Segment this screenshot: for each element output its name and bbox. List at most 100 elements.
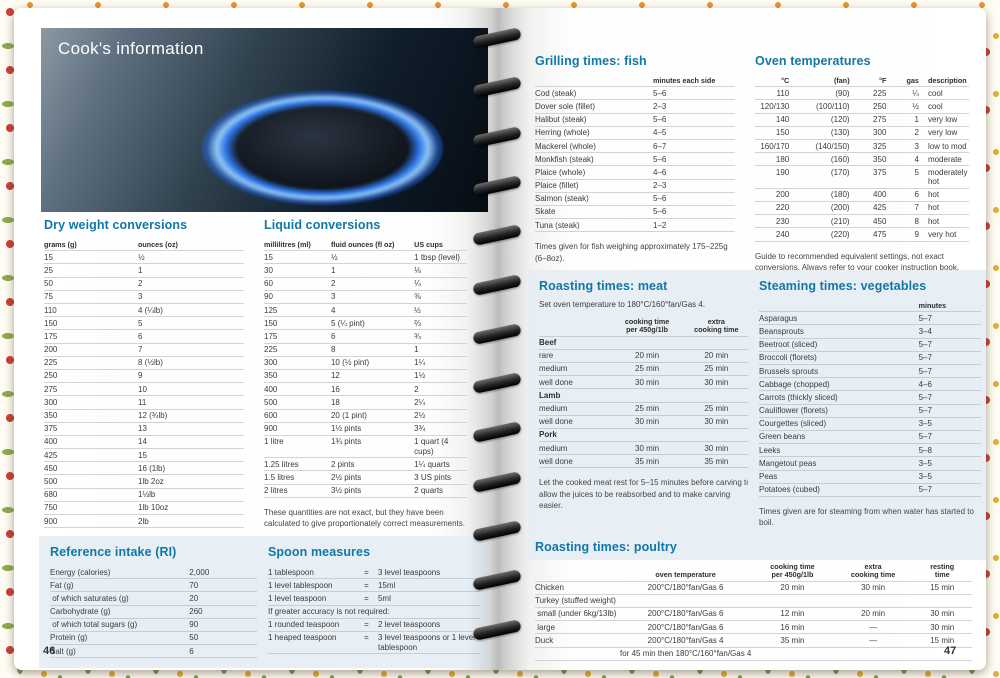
table-row: Cabbage (chopped) 4–6 — [759, 377, 981, 392]
column-header: cooking time per 450g/1lb — [613, 316, 683, 337]
table-row: 275 10 — [44, 382, 244, 397]
table-cell: Asparagus — [759, 311, 919, 326]
table-cell: Dover sole (fillet) — [535, 99, 653, 114]
table-cell: 450 — [44, 461, 138, 476]
table-row: Plaice (fillet) 2–3 — [535, 179, 735, 193]
table-row: 350 12 (¾lb) — [44, 409, 244, 423]
table-cell: = — [356, 631, 378, 655]
table-cell: 90 — [264, 290, 331, 305]
spiral-coil-icon — [472, 470, 522, 493]
column-header: minutes each side — [653, 75, 735, 88]
table-cell: ½ — [138, 250, 244, 265]
grilling-fish-section: Grilling times: fish minutes each side Co… — [535, 54, 735, 264]
table-cell: (130) — [798, 126, 859, 141]
table-row: Mangetout peas 3–5 — [759, 456, 981, 471]
table-cell: ⅔ — [414, 316, 467, 331]
table-cell: ½ — [414, 303, 467, 318]
table-cell: 6 — [330, 329, 415, 344]
table-cell: 1.25 litres — [264, 457, 331, 472]
table-cell: 70 — [189, 578, 258, 593]
table-cell: well done — [539, 454, 614, 469]
table-cell: 30 min — [914, 620, 972, 635]
table-cell: 225 — [264, 343, 331, 357]
table-cell: 35 min — [753, 633, 834, 648]
table-cell: Beansprouts — [759, 324, 919, 339]
reference-intake-section: Reference intake (RI) Energy (calories) 2… — [39, 536, 269, 668]
table-row: 250 9 — [44, 369, 244, 384]
table-cell: 50 — [189, 631, 258, 646]
roasting-meat-title: Roasting times: meat — [539, 279, 668, 293]
table-row: 140 (120) 275 1 very low — [755, 113, 969, 127]
table-cell: 350 — [264, 369, 331, 384]
table-cell: 4–5 — [653, 126, 735, 141]
spiral-coil-icon — [472, 224, 522, 247]
table-cell: 220 — [755, 201, 799, 216]
table-cell — [833, 647, 915, 661]
table-cell: Carrots (thickly sliced) — [759, 390, 919, 405]
table-cell: 14 — [138, 435, 244, 450]
table-cell: Cauliflower (florets) — [759, 404, 919, 418]
table-cell: 5–7 — [918, 351, 981, 366]
page-number-left: 46 — [43, 645, 56, 657]
table-row: 900 1½ pints 3¾ — [264, 422, 467, 436]
liquid-table: millilitres (ml) fluid ounces (fl oz) US c… — [264, 239, 467, 498]
column-header — [535, 75, 653, 88]
table-row: 680 1½lb — [44, 488, 244, 502]
column-header: oven temperature — [620, 561, 754, 582]
table-cell: 3–4 — [918, 324, 981, 339]
table-cell: 110 — [44, 303, 138, 318]
table-row: Peas 3–5 — [759, 470, 981, 484]
column-header: cooking time per 450g/1lb — [753, 561, 834, 582]
column-header: °C — [755, 75, 799, 88]
table-row: Protein (g) 50 — [50, 631, 258, 646]
table-row: Green beans 5–7 — [759, 430, 981, 445]
table-cell: 500 — [44, 474, 138, 489]
table-row: Leeks 5–8 — [759, 443, 981, 458]
table-cell: — — [833, 620, 915, 635]
table-header-row: °C (fan) °F gas description — [755, 75, 969, 88]
table-cell: low to mod — [927, 139, 969, 154]
table-row: 50 2 — [44, 277, 244, 291]
table-row: Tuna (steak) 1–2 — [535, 218, 735, 233]
table-cell: 7 — [138, 343, 244, 357]
table-cell: 2 level teaspoons — [377, 618, 480, 632]
table-header-row: grams (g) ounces (oz) — [44, 239, 244, 252]
table-cell: (140/150) — [798, 139, 859, 154]
table-row: Dover sole (fillet) 2–3 — [535, 99, 735, 114]
table-cell: = — [356, 566, 378, 580]
table-cell: 300 — [264, 356, 331, 370]
table-cell: 30 min — [914, 607, 972, 622]
table-cell: Chicken — [535, 581, 621, 595]
table-cell: 425 — [858, 201, 896, 216]
table-cell: ⅜ — [414, 290, 467, 305]
table-cell: ½ — [895, 99, 928, 114]
table-cell: 90 — [189, 618, 258, 632]
table-cell: 35 min — [682, 454, 752, 469]
table-row: 300 10 (½ pint) 1¼ — [264, 356, 467, 370]
table-row: Carbohydrate (g) 260 — [50, 605, 258, 619]
reference-intake-title: Reference intake (RI) — [50, 545, 177, 559]
table-cell: 20 min — [682, 349, 752, 363]
table-row: 1 tablespoon = 3 level teaspoons — [268, 566, 480, 580]
table-cell: Salt (g) — [50, 644, 190, 659]
table-header-row: minutes — [759, 300, 981, 313]
roasting-poultry-table: oven temperature cooking time per 450g/1l… — [535, 561, 972, 661]
oven-temperatures-table: °C (fan) °F gas description 110 (90) 225 ¼ cool 12… — [755, 75, 969, 242]
table-cell: 2lb — [138, 514, 244, 529]
table-cell: 1¼ quarts — [414, 457, 467, 472]
table-row: 500 1lb 2oz — [44, 474, 244, 489]
table-cell: 200°C/180°fan/Gas 6 — [620, 581, 754, 595]
table-cell: 30 min — [613, 441, 683, 456]
table-cell: 350 — [44, 409, 138, 423]
table-row: 230 (210) 450 8 hot — [755, 214, 969, 229]
table-row: Skate 5–6 — [535, 205, 735, 220]
table-cell: very low — [927, 126, 969, 141]
table-cell: 5 (¼ pint) — [330, 316, 415, 331]
spiral-binding — [472, 8, 522, 670]
column-header: extra cooking time — [682, 316, 752, 337]
table-cell: (120) — [798, 113, 859, 127]
table-row: 225 8 (½lb) — [44, 356, 244, 370]
table-header-row: minutes each side — [535, 75, 735, 88]
table-cell: (180) — [798, 188, 859, 202]
table-row: Beansprouts 3–4 — [759, 324, 981, 339]
